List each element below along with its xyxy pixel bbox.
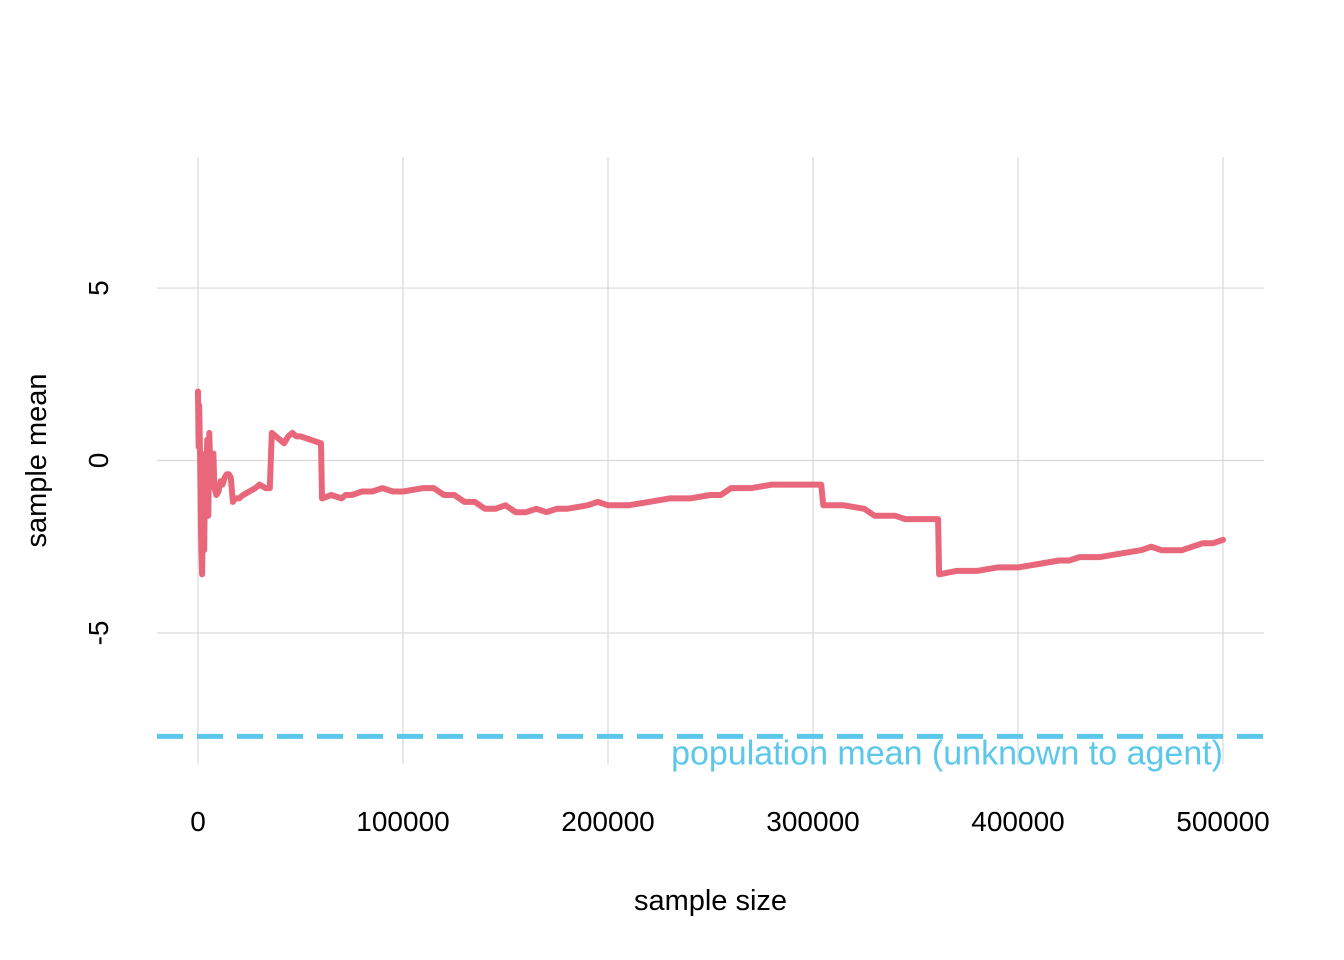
population-mean-label: population mean (unknown to agent) [671,734,1223,772]
y-tick-label: 0 [83,453,114,469]
y-tick-label: 5 [83,280,114,296]
x-tick-label: 0 [190,806,206,837]
x-axis-title: sample size [634,885,787,917]
x-tick-label: 400000 [971,806,1064,837]
sample-mean-line [195,388,1226,578]
y-tick-label: -5 [83,620,114,645]
y-axis-tick-labels: -5 0 5 [83,280,114,645]
x-axis-tick-labels: 0 100000 200000 300000 400000 500000 [190,806,1270,837]
x-tick-label: 500000 [1176,806,1269,837]
x-tick-label: 300000 [766,806,859,837]
x-tick-label: 100000 [356,806,449,837]
x-tick-label: 200000 [561,806,654,837]
grid [157,157,1264,764]
y-axis-title: sample mean [21,373,53,547]
